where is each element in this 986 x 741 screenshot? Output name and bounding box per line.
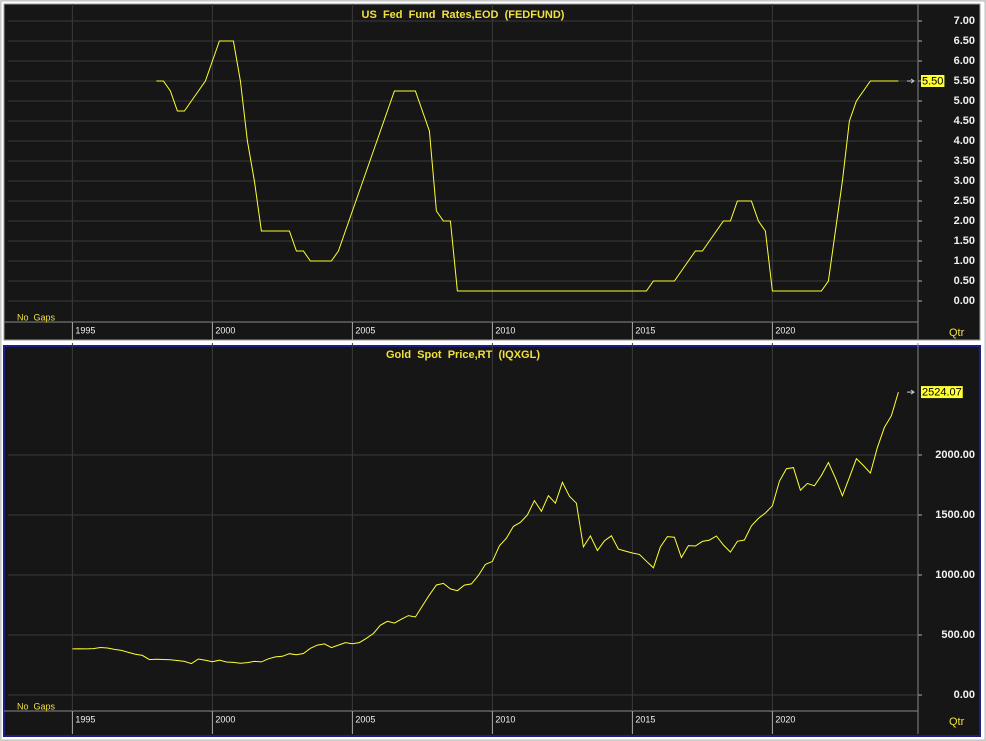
x-tick-label: 2010 — [495, 714, 515, 724]
data-line — [156, 40, 899, 292]
x-tick-label: 2020 — [775, 325, 795, 335]
y-tick-label: 2.50 — [954, 195, 975, 207]
chart-title: Gold Spot Price,RT (IQXGL) — [386, 349, 540, 361]
y-tick-label: 0.50 — [954, 275, 975, 287]
x-tick-label: 1995 — [75, 325, 95, 335]
data-line — [72, 391, 899, 665]
y-tick-label: 500.00 — [941, 629, 975, 641]
y-tick-label: 1000.00 — [935, 569, 975, 581]
y-tick-label: 6.00 — [954, 55, 975, 67]
y-tick-label: 5.50 — [954, 75, 975, 87]
last-value-box — [921, 386, 963, 399]
x-tick-label: 2000 — [215, 325, 235, 335]
x-tick-label: 2005 — [355, 714, 375, 724]
y-tick-label: 1.50 — [954, 235, 975, 247]
y-tick-label: 0.00 — [954, 689, 975, 701]
x-unit: Qtr — [949, 716, 965, 728]
x-unit: Qtr — [949, 327, 965, 339]
last-arrow-head — [910, 78, 915, 84]
x-tick-label: 2015 — [635, 714, 655, 724]
gap-note: No Gaps — [17, 312, 56, 322]
y-tick-label: 5.00 — [954, 95, 975, 107]
x-tick-label: 2010 — [495, 325, 515, 335]
x-tick-label: 2015 — [635, 325, 655, 335]
y-tick-label: 2.00 — [954, 215, 975, 227]
y-tick-label: 4.00 — [954, 135, 975, 147]
gap-note: No Gaps — [17, 701, 56, 711]
last-arrow-head — [910, 389, 915, 395]
last-value-label: 2524.07 — [922, 386, 962, 398]
y-tick-label: 0.00 — [954, 295, 975, 307]
x-tick-label: 2005 — [355, 325, 375, 335]
y-tick-label: 1.00 — [954, 255, 975, 267]
y-tick-label: 4.50 — [954, 115, 975, 127]
y-tick-label: 7.00 — [954, 15, 975, 27]
y-tick-label: 1500.00 — [935, 509, 975, 521]
y-tick-label: 6.50 — [954, 35, 975, 47]
last-value-label: 5.50 — [922, 75, 943, 87]
x-tick-label: 1995 — [75, 714, 95, 724]
y-tick-label: 3.00 — [954, 175, 975, 187]
y-tick-label: 2000.00 — [935, 449, 975, 461]
chart-title: US Fed Fund Rates,EOD (FEDFUND) — [362, 9, 565, 21]
y-tick-label: 3.50 — [954, 155, 975, 167]
x-tick-label: 2020 — [775, 714, 795, 724]
last-value-box — [921, 75, 945, 87]
x-tick-label: 2000 — [215, 714, 235, 724]
